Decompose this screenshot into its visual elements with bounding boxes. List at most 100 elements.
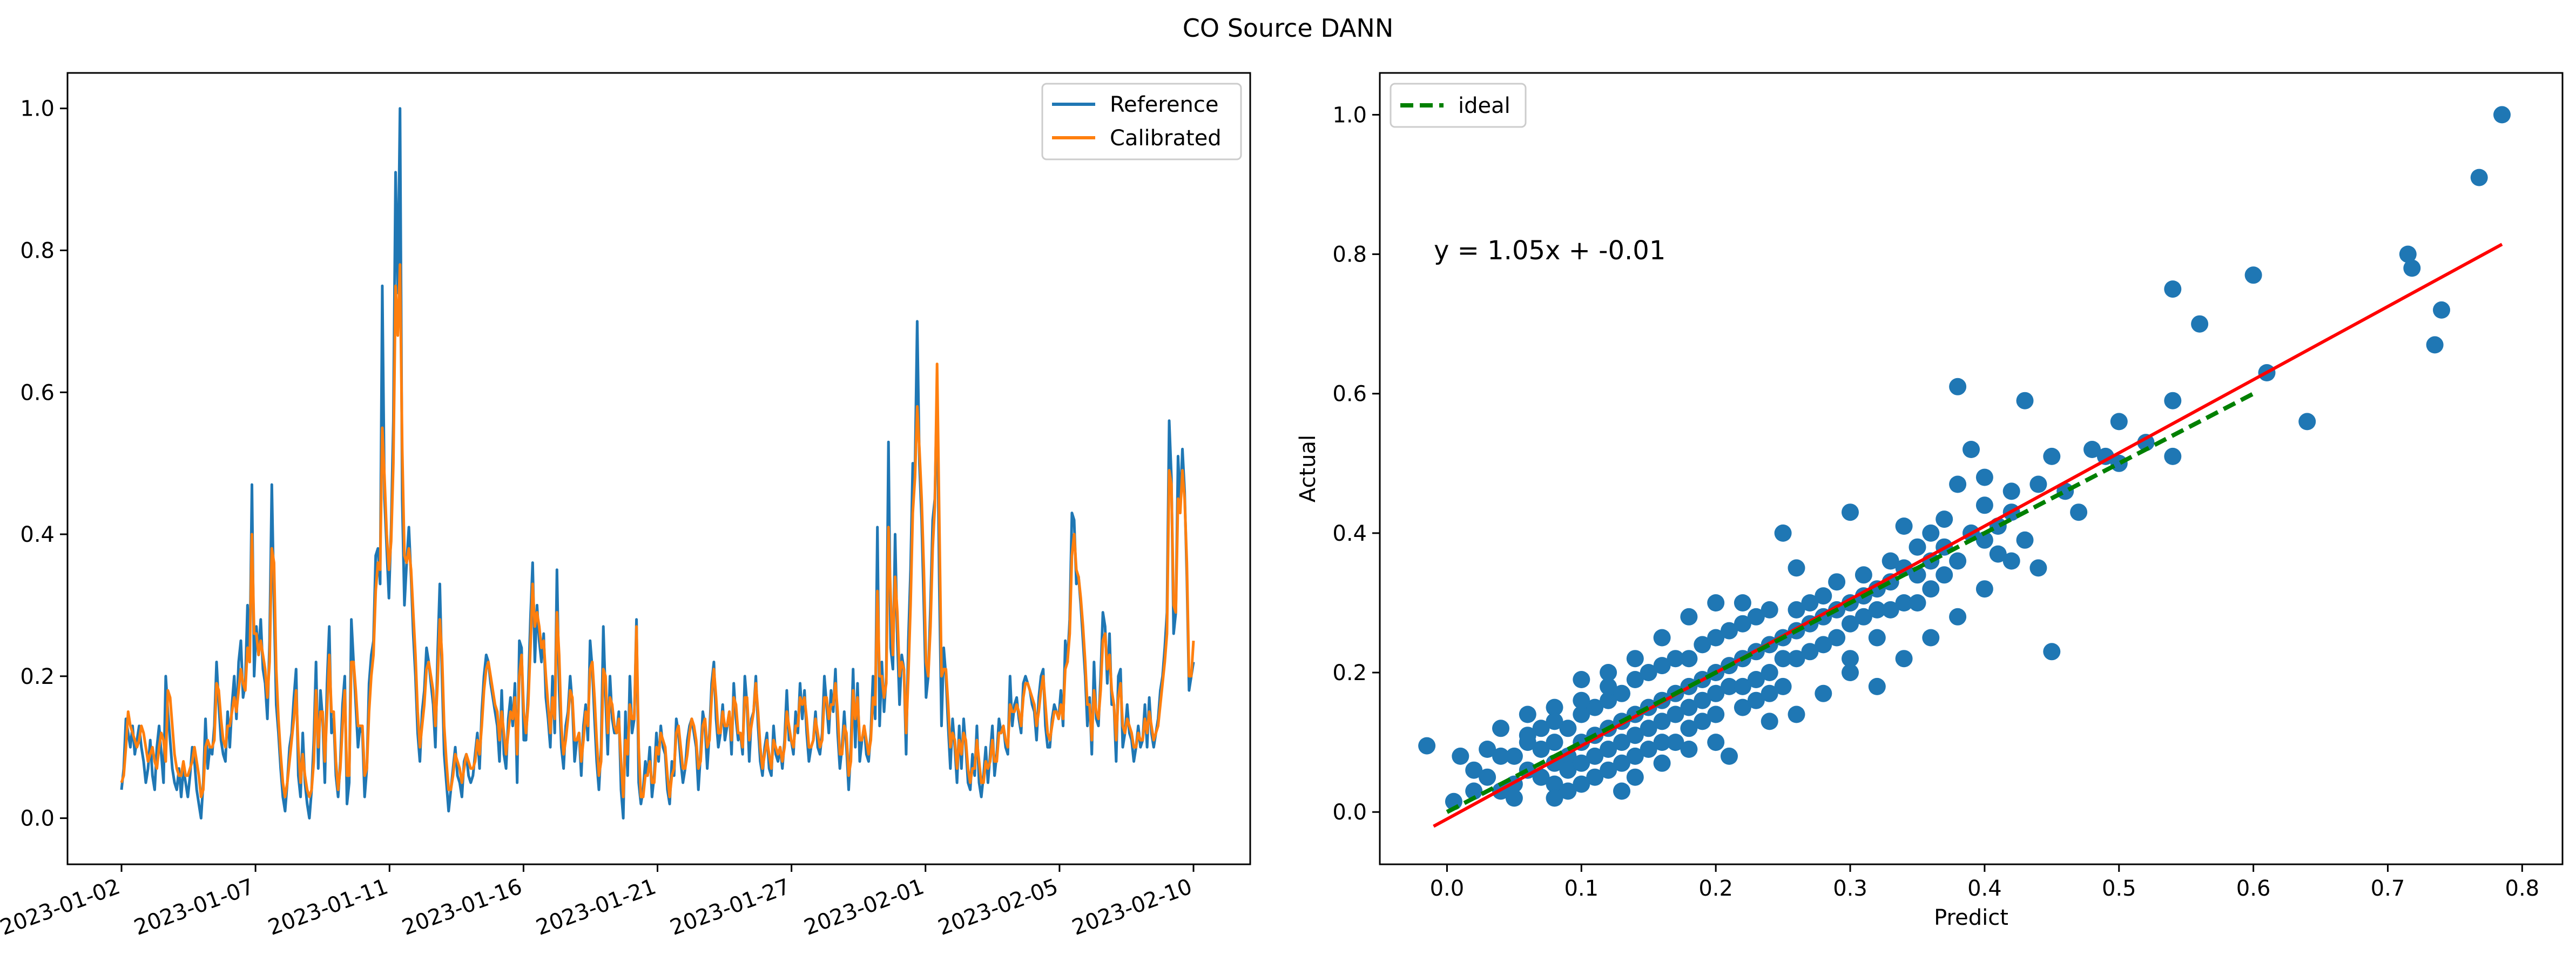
scatter-point — [1734, 615, 1751, 633]
scatter-point — [1882, 601, 1899, 619]
scatter-point — [1586, 747, 1604, 765]
left-y-tick-label: 0.8 — [20, 238, 55, 263]
scatter-point — [1600, 761, 1617, 779]
scatter-point — [1815, 636, 1832, 654]
scatter-point — [2137, 434, 2155, 452]
scatter-point — [1573, 671, 1590, 688]
right-y-tick-label: 0.0 — [1332, 800, 1367, 825]
scatter-point — [1855, 566, 1872, 584]
scatter-point — [1975, 580, 1993, 598]
scatter-point — [1895, 594, 1913, 611]
scatter-point — [1519, 727, 1536, 744]
scatter-point — [1680, 698, 1698, 716]
scatter-point — [1975, 468, 1993, 486]
scatter-point — [1788, 705, 1805, 723]
scatter-point — [1479, 741, 1496, 758]
scatter-point — [1828, 629, 1846, 647]
scatter-point — [1600, 691, 1617, 709]
right-y-tick-label: 0.4 — [1332, 521, 1367, 546]
right-y-tick-label: 1.0 — [1332, 103, 1367, 127]
scatter-point — [1774, 650, 1792, 668]
right-y-tick-label: 0.2 — [1332, 661, 1367, 686]
scatter-point — [1653, 734, 1671, 751]
scatter-point — [2110, 413, 2128, 431]
scatter-point — [1815, 587, 1832, 605]
scatter-point — [1492, 747, 1509, 765]
scatter-point — [2096, 447, 2114, 465]
scatter-point — [1418, 737, 1436, 755]
scatter-point — [1694, 636, 1711, 654]
scatter-point — [1721, 622, 1738, 640]
legend-label-reference: Reference — [1110, 92, 1218, 117]
fit-line — [1433, 243, 2503, 828]
scatter-point — [1613, 754, 1630, 772]
scatter-point — [1788, 559, 1805, 577]
left-y-tick-label: 0.0 — [20, 807, 55, 831]
scatter-point — [1680, 650, 1698, 668]
right-x-tick-label: 0.7 — [2371, 876, 2405, 901]
scatter-point — [1613, 684, 1630, 702]
scatter-point — [1882, 552, 1899, 570]
legend-label-calibrated: Calibrated — [1110, 126, 1222, 151]
scatter-point — [2070, 503, 2088, 521]
scatter-point — [1707, 684, 1725, 702]
scatter-point — [1949, 608, 1967, 626]
scatter-point — [1600, 664, 1617, 681]
scatter-point — [1761, 664, 1778, 681]
scatter-point — [1909, 538, 1926, 556]
scatter-chart: 0.0 0.2 0.4 0.6 0.8 1.0 0.0 0.1 0.2 0.3 0.4 0.5 0.6 0… — [1296, 72, 2564, 930]
scatter-point — [1842, 650, 1859, 668]
scatter-point — [1680, 608, 1698, 626]
scatter-point — [1626, 727, 1644, 744]
legend-label-ideal: ideal — [1458, 93, 1510, 118]
scatter-point — [1936, 566, 1953, 584]
scatter-point — [1626, 768, 1644, 786]
scatter-point — [1667, 705, 1684, 723]
scatter-point — [1532, 741, 1550, 758]
scatter-point — [1573, 691, 1590, 709]
scatter-point — [2164, 447, 2182, 465]
scatter-point — [1479, 768, 1496, 786]
left-y-tick-label: 1.0 — [20, 97, 55, 122]
scatter-point — [2244, 266, 2262, 284]
right-x-tick-label: 0.0 — [1430, 876, 1465, 901]
scatter-point — [1922, 580, 1940, 598]
scatter-point — [1667, 650, 1684, 668]
scatter-point — [2433, 301, 2450, 319]
scatter-point — [2403, 259, 2421, 277]
scatter-point — [1613, 782, 1630, 800]
right-axes-frame — [1379, 72, 2564, 865]
scatter-point — [1895, 518, 1913, 535]
scatter-point — [1868, 601, 1886, 619]
right-y-tick-label: 0.6 — [1332, 382, 1367, 407]
scatter-point — [1546, 713, 1563, 730]
scatter-point — [1842, 615, 1859, 633]
scatter-point — [1975, 496, 1993, 514]
scatter-point — [1573, 775, 1590, 793]
scatter-point — [1949, 475, 1967, 493]
scatter-point — [1640, 664, 1657, 681]
scatter-point — [1949, 552, 1967, 570]
scatter-point — [1546, 698, 1563, 716]
scatter-point — [1519, 705, 1536, 723]
scatter-point — [1559, 761, 1577, 779]
scatter-point — [1747, 671, 1765, 688]
scatter-point — [1613, 734, 1630, 751]
scatter-point — [1573, 754, 1590, 772]
scatter-point — [1653, 713, 1671, 730]
scatter-point — [1532, 768, 1550, 786]
scatter-point — [1989, 545, 2007, 563]
scatter-point — [1747, 608, 1765, 626]
right-legend: ideal — [1390, 83, 1527, 128]
scatter-point — [2016, 531, 2034, 549]
scatter-point — [1707, 734, 1725, 751]
scatter-point — [1626, 671, 1644, 688]
figure-title: CO Source DANN — [1183, 14, 1393, 43]
scatter-point — [1855, 608, 1872, 626]
scatter-point — [2029, 475, 2047, 493]
scatter-point — [2002, 552, 2020, 570]
scatter-point — [1774, 677, 1792, 695]
scatter-point — [1761, 601, 1778, 619]
